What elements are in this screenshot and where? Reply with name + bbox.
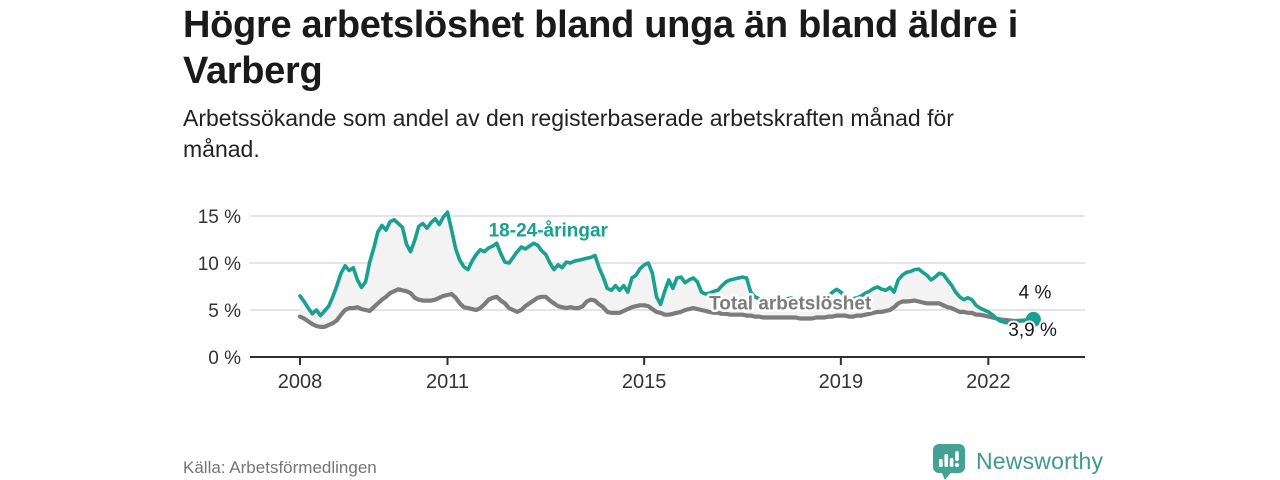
source-note: Källa: Arbetsförmedlingen bbox=[183, 458, 377, 477]
page-subtitle: Arbetssökande som andel av den registerb… bbox=[183, 105, 954, 162]
y-axis-tick-label: 0 % bbox=[208, 348, 241, 369]
chart-annotation: 4 % bbox=[1019, 283, 1052, 304]
y-axis-tick-label: 5 % bbox=[208, 301, 241, 322]
x-axis-tick-label: 2019 bbox=[819, 371, 864, 393]
series-line-18-24-ringar bbox=[298, 210, 1036, 325]
x-axis-tick-label: 2008 bbox=[278, 371, 323, 393]
y-axis-tick-label: 15 % bbox=[198, 207, 241, 228]
x-axis-tick-label: 2022 bbox=[966, 371, 1011, 393]
chart-annotation: 3,9 % bbox=[1008, 320, 1057, 341]
band-between-series bbox=[300, 212, 1034, 327]
page-title: Högre arbetslöshet bland unga än bland ä… bbox=[183, 4, 1019, 92]
chart-area: 0 % 5 % 10 % 15 % 2008 2011 2015 2019 2022 18-24-… bbox=[183, 195, 1100, 407]
y-axis-tick-label: 10 % bbox=[198, 254, 241, 275]
unemployment-chart: 0 % 5 % 10 % 15 % 2008 2011 2015 2019 2022 18-24-… bbox=[198, 207, 1085, 393]
newsworthy-logo: Newsworthy bbox=[932, 443, 1103, 480]
chart-annotation: 18-24-åringar bbox=[489, 221, 609, 242]
newsworthy-logo-text: Newsworthy bbox=[976, 448, 1104, 474]
chart-annotation: Total arbetslöshet bbox=[709, 294, 872, 315]
x-axis-tick-label: 2015 bbox=[622, 371, 667, 393]
series-end-dot bbox=[1025, 311, 1041, 327]
x-axis-tick-label: 2011 bbox=[426, 371, 469, 393]
newsworthy-logo-icon bbox=[933, 444, 965, 480]
series-line-total-arbetsl-shet bbox=[297, 287, 1036, 329]
